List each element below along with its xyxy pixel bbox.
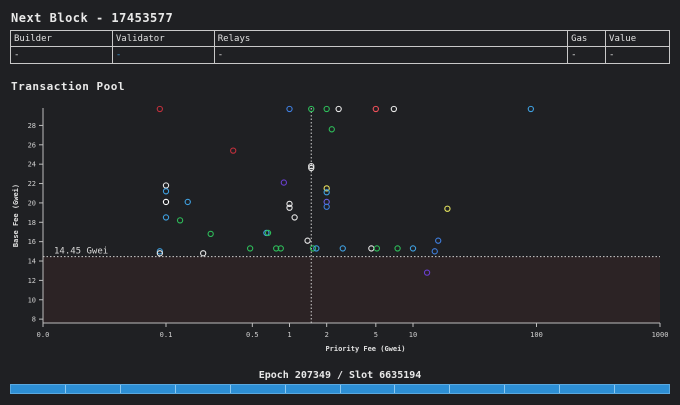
y-tick-label: 10 xyxy=(28,296,36,304)
y-tick-label: 16 xyxy=(28,238,36,246)
transaction-point xyxy=(409,245,417,252)
transaction-point xyxy=(230,147,237,154)
slot-segment xyxy=(230,385,286,393)
transaction-point xyxy=(286,200,293,208)
slot-segment xyxy=(615,385,670,393)
transaction-point xyxy=(373,245,381,252)
x-tick-label: 0.0 xyxy=(37,331,50,339)
transaction-point xyxy=(313,245,320,252)
transaction-point xyxy=(291,214,298,221)
slot-segment xyxy=(11,385,66,393)
next-block-title: Next Block - 17453577 xyxy=(11,11,174,25)
y-tick-label: 8 xyxy=(32,316,36,324)
transaction-point xyxy=(339,245,346,252)
below-base-fee-region xyxy=(43,256,660,323)
slot-segment xyxy=(340,385,396,393)
next-block-table: Builder Validator Relays Gas Value - - -… xyxy=(10,30,670,64)
transaction-point xyxy=(323,203,330,210)
x-axis-label: Priority Fee (Gwei) xyxy=(325,345,405,353)
x-tick-label: 2 xyxy=(325,331,329,339)
transaction-point xyxy=(200,250,207,257)
transaction-point xyxy=(280,179,287,186)
transaction-point xyxy=(390,105,398,113)
slot-segment xyxy=(65,385,121,393)
slot-segment xyxy=(285,385,341,393)
transaction-point xyxy=(162,182,170,189)
table-row: - - - - - xyxy=(10,46,670,64)
slot-progress-bar xyxy=(10,384,670,394)
y-axis-label: Base Fee (Gwei) xyxy=(12,184,20,247)
slot-segment xyxy=(395,385,451,393)
transaction-point xyxy=(308,105,315,113)
transaction-point xyxy=(277,245,284,252)
slot-segment xyxy=(505,385,561,393)
y-tick-label: 20 xyxy=(28,199,36,207)
x-tick-label: 5 xyxy=(374,331,378,339)
slot-segment xyxy=(120,385,176,393)
transaction-point xyxy=(286,105,293,113)
value-value: - xyxy=(605,46,670,64)
transaction-point xyxy=(335,105,342,113)
transaction-point xyxy=(323,185,330,192)
transaction-point xyxy=(207,230,214,238)
transaction-point xyxy=(444,205,451,212)
transaction-pool-title: Transaction Pool xyxy=(11,80,125,93)
transaction-point xyxy=(304,237,311,244)
transaction-point xyxy=(162,214,170,221)
x-tick-label: 0.1 xyxy=(160,331,173,339)
transaction-point xyxy=(394,245,401,252)
transaction-point xyxy=(435,237,442,244)
base-fee-label: 14.45 Gwei xyxy=(54,247,108,257)
transaction-point xyxy=(431,248,438,255)
y-tick-label: 28 xyxy=(28,122,36,130)
transaction-point xyxy=(309,245,317,252)
transaction-point xyxy=(372,105,379,113)
y-tick-label: 24 xyxy=(28,161,36,169)
relays-value: - xyxy=(213,46,569,64)
y-tick-label: 22 xyxy=(28,180,36,188)
transaction-point xyxy=(308,162,315,170)
validator-value[interactable]: - xyxy=(111,46,215,64)
x-tick-label: 1 xyxy=(287,331,291,339)
transaction-point xyxy=(423,269,431,276)
transaction-pool-chart: 14.45 Gwei Priority Fee (Gwei) Base Fee … xyxy=(12,105,669,353)
transaction-point xyxy=(246,245,254,252)
transaction-point xyxy=(156,250,163,257)
transaction-point xyxy=(176,217,184,224)
y-tick-label: 12 xyxy=(28,277,36,285)
x-tick-label: 0.5 xyxy=(246,331,259,339)
transaction-point xyxy=(323,189,330,196)
y-tick-label: 18 xyxy=(28,219,36,227)
transaction-point xyxy=(323,105,330,113)
transaction-point xyxy=(162,198,170,206)
transaction-point xyxy=(273,245,280,252)
transaction-point xyxy=(184,198,191,206)
x-tick-label: 1000 xyxy=(652,331,669,339)
transaction-point xyxy=(264,229,272,237)
slot-segment xyxy=(560,385,616,393)
transaction-point xyxy=(162,188,170,195)
epoch-slot-label: Epoch 207349 / Slot 6635194 xyxy=(258,370,422,381)
transaction-point xyxy=(156,105,163,113)
y-tick-label: 26 xyxy=(28,141,36,149)
transaction-point xyxy=(368,245,375,252)
transaction-point xyxy=(156,248,163,255)
transaction-point xyxy=(308,164,315,172)
slot-segment xyxy=(175,385,231,393)
slot-segment xyxy=(450,385,506,393)
transaction-point xyxy=(286,204,293,211)
x-tick-label: 100 xyxy=(530,331,543,339)
transaction-point xyxy=(328,126,335,133)
y-tick-label: 14 xyxy=(28,258,36,266)
transaction-point xyxy=(527,105,534,113)
x-tick-label: 10 xyxy=(409,331,417,339)
